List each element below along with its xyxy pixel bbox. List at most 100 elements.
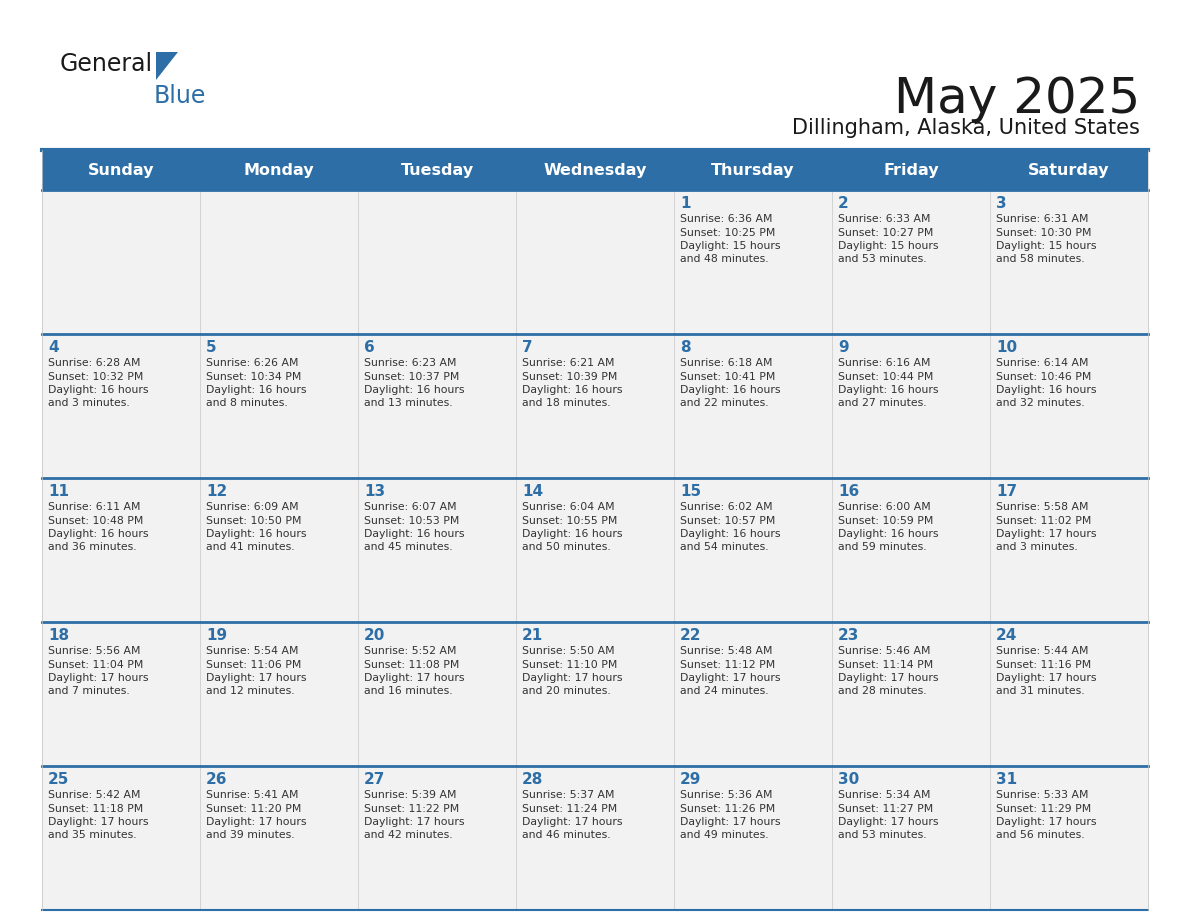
Bar bbox=[832, 478, 990, 622]
Text: Daylight: 17 hours: Daylight: 17 hours bbox=[680, 673, 781, 683]
Text: Sunset: 11:16 PM: Sunset: 11:16 PM bbox=[996, 659, 1092, 669]
Text: Tuesday: Tuesday bbox=[400, 162, 474, 177]
Bar bbox=[200, 478, 358, 622]
Text: and 12 minutes.: and 12 minutes. bbox=[206, 687, 295, 697]
Text: Sunrise: 5:39 AM: Sunrise: 5:39 AM bbox=[364, 790, 456, 800]
Text: Sunset: 11:14 PM: Sunset: 11:14 PM bbox=[838, 659, 934, 669]
Text: 18: 18 bbox=[48, 628, 69, 643]
Bar bbox=[674, 334, 832, 478]
Text: Daylight: 17 hours: Daylight: 17 hours bbox=[996, 529, 1097, 539]
Text: Sunrise: 6:21 AM: Sunrise: 6:21 AM bbox=[522, 358, 614, 368]
Text: and 48 minutes.: and 48 minutes. bbox=[680, 254, 769, 264]
Bar bbox=[674, 766, 832, 910]
Text: and 59 minutes.: and 59 minutes. bbox=[838, 543, 927, 553]
Bar bbox=[674, 622, 832, 766]
Bar bbox=[42, 334, 200, 478]
Text: and 45 minutes.: and 45 minutes. bbox=[364, 543, 453, 553]
Text: Sunrise: 6:16 AM: Sunrise: 6:16 AM bbox=[838, 358, 930, 368]
Text: and 41 minutes.: and 41 minutes. bbox=[206, 543, 295, 553]
Text: Sunrise: 5:44 AM: Sunrise: 5:44 AM bbox=[996, 646, 1088, 656]
Text: Daylight: 17 hours: Daylight: 17 hours bbox=[48, 673, 148, 683]
Text: and 42 minutes.: and 42 minutes. bbox=[364, 831, 453, 841]
Text: General: General bbox=[61, 52, 153, 76]
Text: Sunset: 10:44 PM: Sunset: 10:44 PM bbox=[838, 372, 934, 382]
Bar bbox=[200, 334, 358, 478]
Text: and 3 minutes.: and 3 minutes. bbox=[996, 543, 1078, 553]
Text: Sunset: 11:27 PM: Sunset: 11:27 PM bbox=[838, 803, 934, 813]
Text: Daylight: 16 hours: Daylight: 16 hours bbox=[838, 529, 939, 539]
Text: and 32 minutes.: and 32 minutes. bbox=[996, 398, 1085, 409]
Bar bbox=[516, 190, 674, 334]
Text: 27: 27 bbox=[364, 772, 385, 787]
Text: and 31 minutes.: and 31 minutes. bbox=[996, 687, 1085, 697]
Text: Sunrise: 5:42 AM: Sunrise: 5:42 AM bbox=[48, 790, 140, 800]
Text: 30: 30 bbox=[838, 772, 859, 787]
Text: 9: 9 bbox=[838, 340, 848, 355]
Text: and 39 minutes.: and 39 minutes. bbox=[206, 831, 295, 841]
Polygon shape bbox=[156, 52, 178, 80]
Text: 28: 28 bbox=[522, 772, 543, 787]
Text: Sunrise: 5:41 AM: Sunrise: 5:41 AM bbox=[206, 790, 298, 800]
Bar bbox=[200, 190, 358, 334]
Bar bbox=[990, 766, 1148, 910]
Bar bbox=[42, 622, 200, 766]
Text: Daylight: 16 hours: Daylight: 16 hours bbox=[206, 529, 307, 539]
Text: Sunset: 11:26 PM: Sunset: 11:26 PM bbox=[680, 803, 776, 813]
Text: Daylight: 17 hours: Daylight: 17 hours bbox=[364, 673, 465, 683]
Text: Daylight: 15 hours: Daylight: 15 hours bbox=[680, 241, 781, 251]
Text: 16: 16 bbox=[838, 484, 859, 499]
Text: Sunrise: 6:28 AM: Sunrise: 6:28 AM bbox=[48, 358, 140, 368]
Text: Daylight: 15 hours: Daylight: 15 hours bbox=[996, 241, 1097, 251]
Text: and 50 minutes.: and 50 minutes. bbox=[522, 543, 611, 553]
Text: Daylight: 16 hours: Daylight: 16 hours bbox=[522, 385, 623, 395]
Text: and 56 minutes.: and 56 minutes. bbox=[996, 831, 1085, 841]
Text: Sunrise: 5:56 AM: Sunrise: 5:56 AM bbox=[48, 646, 140, 656]
Text: Daylight: 16 hours: Daylight: 16 hours bbox=[996, 385, 1097, 395]
Bar bbox=[990, 622, 1148, 766]
Text: 21: 21 bbox=[522, 628, 543, 643]
Bar bbox=[358, 190, 516, 334]
Text: Sunrise: 5:52 AM: Sunrise: 5:52 AM bbox=[364, 646, 456, 656]
Bar bbox=[42, 478, 200, 622]
Text: and 27 minutes.: and 27 minutes. bbox=[838, 398, 927, 409]
Text: Daylight: 16 hours: Daylight: 16 hours bbox=[680, 385, 781, 395]
Text: 23: 23 bbox=[838, 628, 859, 643]
Text: Sunrise: 6:07 AM: Sunrise: 6:07 AM bbox=[364, 502, 456, 512]
Text: and 36 minutes.: and 36 minutes. bbox=[48, 543, 137, 553]
Text: and 7 minutes.: and 7 minutes. bbox=[48, 687, 129, 697]
Text: Daylight: 17 hours: Daylight: 17 hours bbox=[996, 673, 1097, 683]
Bar bbox=[674, 190, 832, 334]
Bar bbox=[358, 766, 516, 910]
Text: Sunrise: 5:33 AM: Sunrise: 5:33 AM bbox=[996, 790, 1088, 800]
Text: 15: 15 bbox=[680, 484, 701, 499]
Text: and 8 minutes.: and 8 minutes. bbox=[206, 398, 287, 409]
Text: Sunrise: 5:58 AM: Sunrise: 5:58 AM bbox=[996, 502, 1088, 512]
Text: Sunset: 10:57 PM: Sunset: 10:57 PM bbox=[680, 516, 776, 525]
Bar bbox=[42, 190, 200, 334]
Text: Daylight: 17 hours: Daylight: 17 hours bbox=[48, 817, 148, 827]
Bar bbox=[674, 478, 832, 622]
Text: Sunset: 11:06 PM: Sunset: 11:06 PM bbox=[206, 659, 302, 669]
Text: and 18 minutes.: and 18 minutes. bbox=[522, 398, 611, 409]
Text: Sunset: 10:55 PM: Sunset: 10:55 PM bbox=[522, 516, 618, 525]
Text: Thursday: Thursday bbox=[712, 162, 795, 177]
Bar bbox=[990, 478, 1148, 622]
Text: 1: 1 bbox=[680, 196, 690, 211]
Bar bbox=[358, 478, 516, 622]
Text: 10: 10 bbox=[996, 340, 1017, 355]
Text: Daylight: 17 hours: Daylight: 17 hours bbox=[996, 817, 1097, 827]
Text: 11: 11 bbox=[48, 484, 69, 499]
Text: and 22 minutes.: and 22 minutes. bbox=[680, 398, 769, 409]
Text: Monday: Monday bbox=[244, 162, 315, 177]
Text: and 49 minutes.: and 49 minutes. bbox=[680, 831, 769, 841]
Bar bbox=[200, 622, 358, 766]
Text: 14: 14 bbox=[522, 484, 543, 499]
Text: Sunrise: 6:14 AM: Sunrise: 6:14 AM bbox=[996, 358, 1088, 368]
Text: 26: 26 bbox=[206, 772, 227, 787]
Text: Sunrise: 6:31 AM: Sunrise: 6:31 AM bbox=[996, 214, 1088, 224]
Text: Sunrise: 6:26 AM: Sunrise: 6:26 AM bbox=[206, 358, 298, 368]
Text: and 20 minutes.: and 20 minutes. bbox=[522, 687, 611, 697]
Text: 13: 13 bbox=[364, 484, 385, 499]
Text: and 58 minutes.: and 58 minutes. bbox=[996, 254, 1085, 264]
Text: Daylight: 16 hours: Daylight: 16 hours bbox=[838, 385, 939, 395]
